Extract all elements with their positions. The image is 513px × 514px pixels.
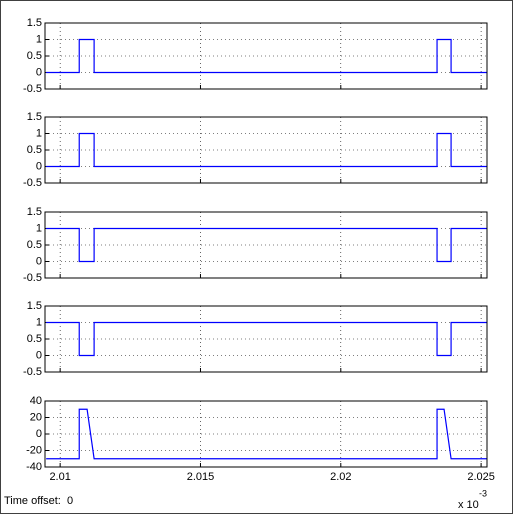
y-tick-label: 1.5 bbox=[27, 300, 42, 312]
y-tick-label: -40 bbox=[26, 461, 42, 473]
y-tick-label: 1 bbox=[36, 316, 42, 328]
axes-border bbox=[44, 116, 488, 184]
axes-border bbox=[44, 211, 488, 279]
y-tick-label: 0.5 bbox=[27, 50, 42, 62]
y-tick-label: 0 bbox=[36, 255, 42, 267]
y-tick-label: 0.5 bbox=[27, 239, 42, 251]
y-tick-label: -0.5 bbox=[23, 272, 42, 284]
y-tick-label: 0 bbox=[36, 428, 42, 440]
y-tick-label: 1.5 bbox=[27, 206, 42, 218]
y-tick-label: 0.5 bbox=[27, 144, 42, 156]
y-tick-label: -0.5 bbox=[23, 366, 42, 378]
x-tick-label: 2.025 bbox=[467, 471, 495, 483]
y-tick-label: 1 bbox=[36, 33, 42, 45]
x-multiplier: x 10 bbox=[458, 499, 479, 511]
axes-border bbox=[44, 22, 488, 90]
x-tick-label: 2.02 bbox=[330, 471, 351, 483]
axes-border bbox=[44, 400, 488, 468]
y-tick-label: -0.5 bbox=[23, 177, 42, 189]
y-tick-label: 1.5 bbox=[27, 17, 42, 29]
x-exponent: -3 bbox=[479, 488, 487, 498]
axes-border bbox=[44, 305, 488, 373]
signal-line bbox=[46, 227, 487, 263]
y-tick-label: 20 bbox=[30, 411, 42, 423]
y-tick-label: 0.5 bbox=[27, 333, 42, 345]
signal-line bbox=[46, 321, 487, 357]
y-tick-label: -20 bbox=[26, 444, 42, 456]
time-offset-label: Time offset: bbox=[4, 495, 61, 507]
signal-line bbox=[46, 38, 487, 74]
y-tick-label: -0.5 bbox=[23, 83, 42, 95]
signal-line bbox=[46, 408, 487, 460]
x-tick-label: 2.01 bbox=[49, 471, 70, 483]
y-tick-label: 0 bbox=[36, 160, 42, 172]
y-tick-label: 40 bbox=[30, 395, 42, 407]
y-tick-label: 0 bbox=[36, 349, 42, 361]
y-tick-label: 1 bbox=[36, 127, 42, 139]
y-tick-label: 1.5 bbox=[27, 111, 42, 123]
y-tick-label: 0 bbox=[36, 66, 42, 78]
y-tick-label: 1 bbox=[36, 222, 42, 234]
signal-line bbox=[46, 132, 487, 168]
x-tick-label: 2.015 bbox=[187, 471, 215, 483]
time-offset-value: 0 bbox=[67, 495, 73, 507]
